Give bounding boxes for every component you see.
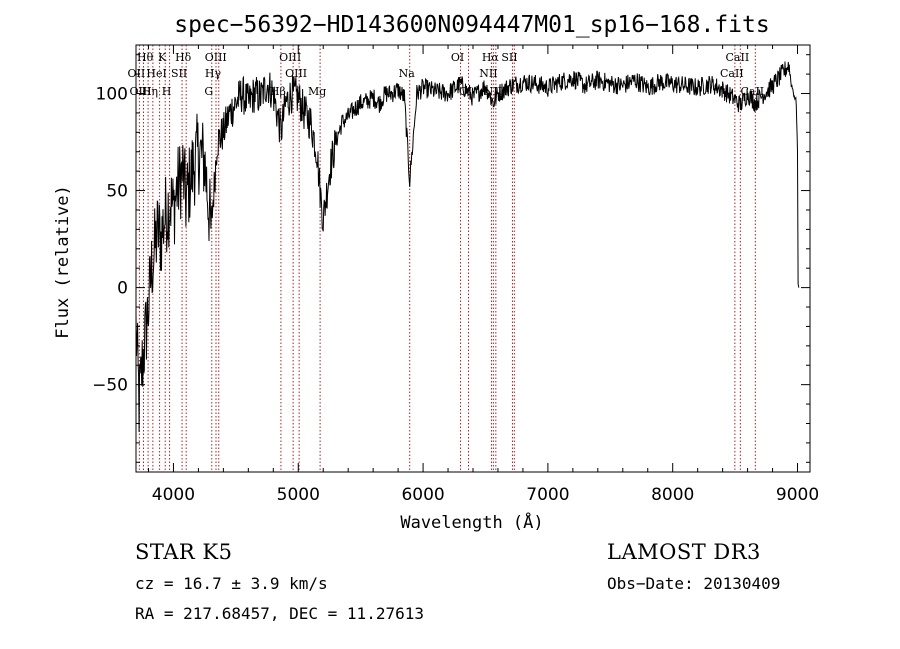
observation-date: Obs−Date: 20130409 bbox=[607, 574, 781, 593]
redshift-velocity: cz = 16.7 ± 3.9 km/s bbox=[135, 574, 328, 593]
spectral-line-label: NII bbox=[479, 67, 497, 80]
spectral-line-label: OIII bbox=[129, 85, 151, 98]
x-tick-label: 6000 bbox=[401, 485, 444, 505]
spectral-line-label: Hθ bbox=[137, 51, 154, 64]
spectral-line-label: G bbox=[204, 85, 213, 98]
spectral-line-label: H bbox=[162, 85, 172, 98]
y-axis-label: Flux (relative) bbox=[53, 185, 73, 339]
spectral-line-label: OIII bbox=[279, 51, 301, 64]
x-tick-label: 4000 bbox=[152, 485, 195, 505]
spectral-line-label: Na bbox=[399, 67, 416, 80]
x-tick-label: 5000 bbox=[277, 485, 320, 505]
spectral-line-label: Hγ bbox=[205, 67, 222, 80]
spectral-line-label: HeI bbox=[146, 67, 166, 80]
x-axis: 4000 5000 6000 7000 8000 9000 bbox=[147, 45, 819, 505]
y-tick-label: −50 bbox=[92, 376, 128, 396]
spectral-line-label: SII bbox=[171, 67, 187, 80]
survey-name: LAMOST DR3 bbox=[607, 540, 761, 564]
chart-title: spec−56392−HD143600N094447M01_sp16−168.f… bbox=[174, 12, 769, 38]
spectral-line-label: CaII bbox=[720, 67, 744, 80]
coordinates: RA = 217.68457, DEC = 11.27613 bbox=[135, 604, 424, 623]
plot-frame bbox=[135, 44, 811, 473]
y-tick-label: 0 bbox=[117, 279, 128, 299]
x-tick-label: 7000 bbox=[526, 485, 569, 505]
spectral-line-label: Mg bbox=[308, 85, 326, 98]
x-tick-label: 8000 bbox=[651, 485, 694, 505]
spectral-line-markers bbox=[138, 45, 756, 472]
spectral-line-label: CaII bbox=[726, 51, 750, 64]
object-class: STAR K5 bbox=[135, 540, 233, 564]
flux-series-line bbox=[135, 61, 800, 433]
y-axis: −50 0 50 100 bbox=[92, 54, 810, 463]
spectral-line-label: SII bbox=[501, 51, 517, 64]
y-tick-label: 100 bbox=[96, 85, 128, 105]
spectral-line-label: Hα bbox=[482, 51, 500, 64]
spectral-line-label: OIII bbox=[285, 67, 307, 80]
y-tick-label: 50 bbox=[106, 182, 128, 202]
x-tick-label: 9000 bbox=[776, 485, 819, 505]
spectral-line-label: OI bbox=[451, 51, 464, 64]
spectral-line-label: K bbox=[158, 51, 167, 64]
spectral-line-label: Hη bbox=[142, 85, 158, 98]
spectral-line-label: Hδ bbox=[175, 51, 192, 64]
x-axis-label: Wavelength (Å) bbox=[400, 511, 543, 533]
spectral-line-label: OIII bbox=[205, 51, 227, 64]
